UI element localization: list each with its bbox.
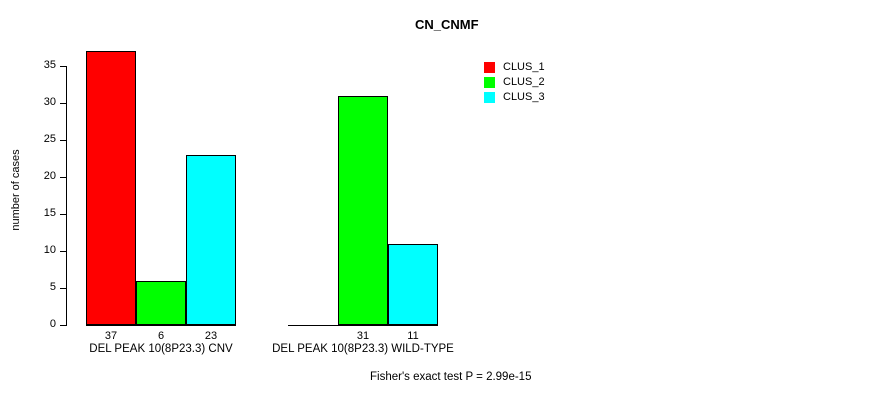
x-axis-line: [288, 325, 438, 326]
bar-clus_2-group-1[interactable]: [136, 280, 186, 325]
y-axis-tick: [60, 325, 66, 326]
y-axis-tick: [60, 66, 66, 67]
x-axis-group-label: DEL PEAK 10(8P23.3) WILD-TYPE: [272, 343, 454, 355]
y-axis-tick-label: 5: [49, 281, 56, 293]
statistical-test-annotation: Fisher's exact test P = 2.99e-15: [370, 371, 532, 383]
legend-color-swatch: [484, 77, 495, 88]
bar-value-label: 11: [407, 330, 419, 342]
y-axis-line: [66, 66, 67, 326]
y-axis-tick: [60, 103, 66, 104]
x-axis-line: [86, 325, 236, 326]
bar-clus_2-group-2[interactable]: [338, 95, 388, 325]
y-axis-tick-label: 30: [43, 96, 56, 108]
legend-item-clus_3[interactable]: CLUS_3: [484, 91, 545, 104]
legend-item-label: CLUS_1: [503, 61, 545, 73]
y-axis-tick-label: 20: [43, 170, 56, 182]
legend-item-clus_2[interactable]: CLUS_2: [484, 76, 545, 89]
bar-clus_3-group-2[interactable]: [388, 243, 438, 325]
y-axis-tick: [60, 140, 66, 141]
y-axis-tick-label: 25: [43, 133, 56, 145]
y-axis-title: number of cases: [10, 149, 22, 231]
legend-item-clus_1[interactable]: CLUS_1: [484, 61, 545, 74]
y-axis-tick: [60, 288, 66, 289]
y-axis-tick-label: 10: [43, 244, 56, 256]
y-axis-tick-label: 35: [43, 59, 56, 71]
y-axis-tick: [60, 177, 66, 178]
bar-value-label: 31: [356, 330, 370, 342]
bar-clus_1-group-1[interactable]: [86, 51, 136, 325]
bar-value-label: 37: [104, 330, 118, 342]
y-axis-tick: [60, 214, 66, 215]
legend-color-swatch: [484, 62, 495, 73]
x-axis-group-label: DEL PEAK 10(8P23.3) CNV: [89, 343, 233, 355]
bar-value-label: 23: [204, 330, 218, 342]
bar-value-label: 6: [157, 330, 165, 342]
y-axis-tick-label: 15: [43, 207, 56, 219]
y-axis-tick-label: 0: [49, 318, 56, 330]
legend-item-label: CLUS_2: [503, 76, 545, 88]
bar-clus_3-group-1[interactable]: [186, 154, 236, 325]
legend: CLUS_1 CLUS_2 CLUS_3: [484, 61, 545, 106]
y-axis-tick: [60, 251, 66, 252]
legend-item-label: CLUS_3: [503, 91, 545, 103]
page-title: CN_CNMF: [415, 17, 479, 32]
legend-color-swatch: [484, 92, 495, 103]
